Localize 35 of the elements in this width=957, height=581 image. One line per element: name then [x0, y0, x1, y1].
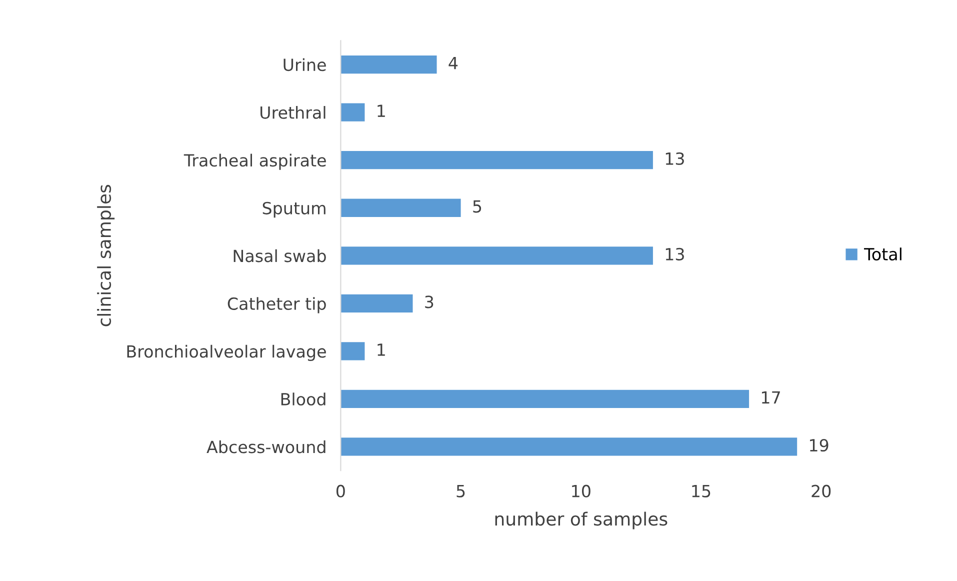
bar — [340, 342, 365, 360]
y-tick-label: Nasal swab — [234, 249, 326, 262]
y-axis-title: clinical samples — [97, 184, 115, 326]
data-label: 13 — [666, 152, 684, 165]
y-tick-label: Urethral — [260, 106, 326, 119]
bar — [340, 246, 653, 265]
bar — [340, 294, 413, 312]
y-tick-label: Tracheal aspirate — [184, 154, 326, 170]
x-tick-label: 5 — [456, 485, 465, 498]
y-tick-label: Bronchioalveolar lavage — [127, 344, 326, 361]
data-label: 19 — [810, 438, 828, 452]
data-label: 4 — [448, 57, 458, 70]
bar — [340, 55, 437, 74]
data-label: 17 — [762, 391, 780, 404]
legend-label: Total — [864, 248, 902, 260]
data-label: 1 — [378, 344, 385, 356]
x-tick-label: 0 — [336, 484, 345, 498]
y-tick-label: Catheter tip — [228, 297, 326, 314]
y-tick-label: Abcess-wound — [206, 440, 326, 454]
data-label: 5 — [473, 200, 482, 213]
bar — [340, 151, 653, 170]
bar — [340, 438, 798, 456]
bar — [340, 390, 750, 408]
y-tick-label: Blood — [281, 392, 326, 406]
y-tick-label: Urine — [284, 58, 326, 72]
bar — [340, 103, 365, 122]
y-tick-label: Sputum — [262, 202, 326, 218]
x-axis-title: number of samples — [495, 512, 668, 530]
x-tick-label: 15 — [692, 485, 710, 498]
bar — [340, 198, 461, 217]
x-tick-label: 10 — [572, 484, 590, 498]
x-tick-label: 20 — [812, 484, 831, 498]
data-label: 13 — [666, 248, 684, 260]
data-label: 1 — [378, 104, 385, 117]
data-label: 3 — [425, 296, 434, 308]
